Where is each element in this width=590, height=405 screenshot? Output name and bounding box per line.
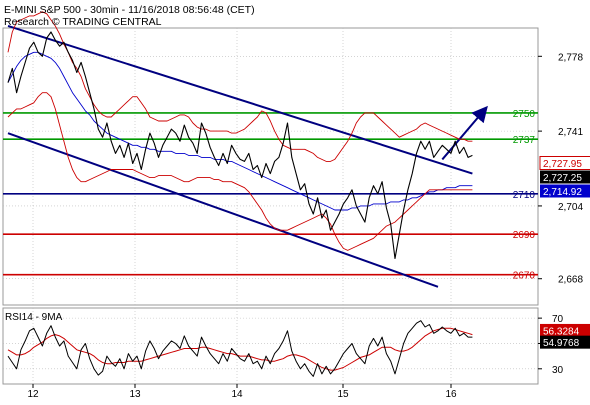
rsi-panel-frame (2, 307, 539, 385)
rsi-value-label: 54.9768 (543, 338, 580, 349)
x-tick-label: 16 (445, 389, 457, 400)
level-label-2710: 2710 (513, 190, 536, 201)
price-series-group (7, 11, 473, 260)
moving-average-line (7, 51, 473, 211)
rsi-title: RSI14 - 9MA (5, 312, 63, 323)
main-y-tick-label: 2,778 (558, 52, 583, 63)
price-value-label: 2,727.95 (543, 159, 582, 170)
bollinger-lower-line (7, 92, 473, 251)
rsi-y-tick-label: 70 (552, 314, 564, 325)
chart-credit: Research © TRADING CENTRAL (4, 16, 162, 28)
level-label-2690: 2690 (513, 230, 536, 241)
main-y-axis: 2,668 2,704 2,741 2,778 (538, 52, 583, 286)
level-label-2737: 2737 (513, 135, 536, 146)
rsi-series-group (7, 320, 473, 377)
channel-line-upper (7, 25, 473, 175)
price-line (7, 31, 473, 260)
channel-line-lower (7, 132, 439, 288)
support-resistance-levels: 2750 2737 2710 2690 2670 (3, 109, 538, 282)
level-label-2670: 2670 (513, 271, 536, 282)
price-value-label-box (540, 170, 590, 184)
x-tick-label: 14 (231, 389, 243, 400)
rsi-grid (3, 308, 538, 384)
rsi-value-label-box (540, 335, 590, 349)
main-y-tick-label: 2,668 (558, 275, 583, 286)
x-tick-label: 15 (337, 389, 349, 400)
main-y-tick-label: 2,741 (558, 127, 583, 138)
x-tick-label: 12 (27, 389, 39, 400)
rsi-ma-line (7, 327, 473, 371)
level-label-2750: 2750 (513, 109, 536, 120)
main-y-tick-label: 2,704 (558, 202, 583, 213)
rsi-line (7, 320, 473, 377)
price-value-label: 2,727.25 (543, 173, 582, 184)
rsi-value-label: 56.3284 (543, 326, 580, 337)
rsi-value-label-box (540, 323, 590, 337)
bollinger-upper-line (7, 11, 473, 162)
x-axis: 12 13 14 15 16 (27, 384, 457, 400)
price-value-label: 2,714.92 (543, 187, 582, 198)
forecast-arrow (441, 105, 488, 161)
x-tick-label: 13 (129, 389, 141, 400)
chart-title: E-MINI S&P 500 - 30min - 11/16/2018 08:5… (4, 4, 255, 16)
price-value-label-box (539, 156, 590, 170)
price-value-label-box (540, 184, 590, 198)
trend-channel (7, 25, 488, 288)
main-panel-frame (2, 27, 539, 306)
rsi-y-tick-label: 30 (552, 365, 564, 376)
